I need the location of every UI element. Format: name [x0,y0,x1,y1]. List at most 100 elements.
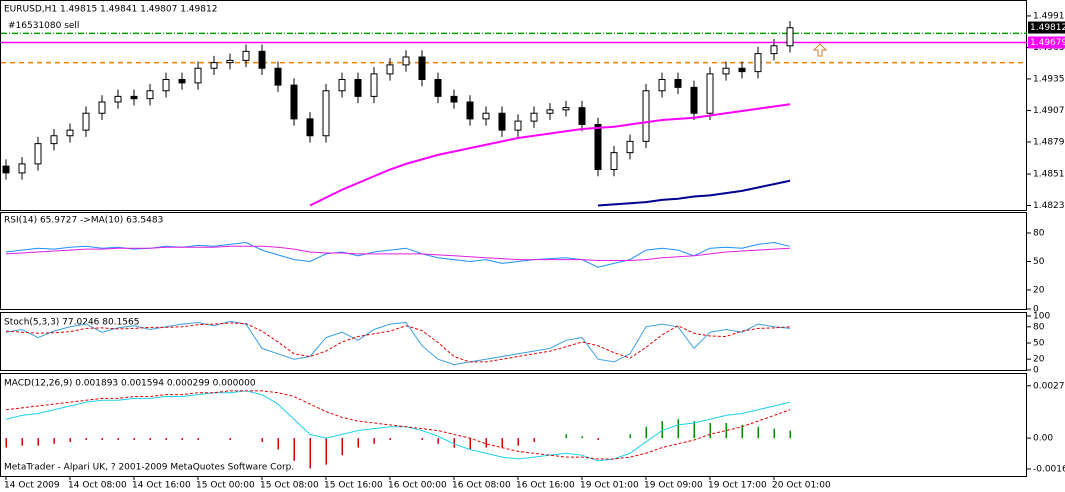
histogram-bar [677,419,679,439]
histogram-bar [133,438,135,441]
candle-body [466,101,474,120]
candle-body [290,84,298,120]
histogram-bar [277,438,279,450]
histogram-bar [37,438,39,446]
x-tick-label: 14 Oct 16:00 [132,481,191,491]
histogram-bar [661,421,663,439]
candle-body [50,135,58,145]
x-tick-label: 14 Oct 08:00 [68,481,127,491]
candle-body [2,165,10,174]
indicator-line [5,320,791,366]
histogram-bar [565,434,567,439]
histogram-bar [309,438,311,469]
main-panel [0,0,1027,211]
histogram-bar [165,438,167,441]
candle-body [418,56,426,80]
histogram-bar [69,438,71,442]
candle-body [722,67,730,75]
candle-body [114,95,122,103]
candle-body [98,101,106,114]
candle-body [66,129,74,137]
histogram-bar [53,438,55,444]
order-label: #16531080 sell [8,21,79,31]
y-tick-label: 0 [1033,366,1039,376]
candle-body [194,67,202,84]
x-tick-label: 20 Oct 01:00 [772,481,831,491]
candle-body [626,140,634,154]
histogram-bar [389,438,391,441]
candle-body [386,64,394,75]
y-tick-label: 20 [1033,355,1045,365]
histogram-bar [85,438,87,441]
y-tick-label: 50 [1033,257,1045,267]
histogram-bar [149,438,151,441]
y-tick-label: -0.00163 [1033,464,1065,474]
candle-body [786,27,794,47]
price-box-label: 1.49679 [1030,38,1065,48]
candle-body [226,59,234,64]
candle-body [322,90,330,137]
candle-body [354,79,362,97]
x-tick-label: 15 Oct 00:00 [196,481,255,491]
histogram-bar [629,434,631,439]
candle-body [178,79,186,84]
candle-body [674,79,682,88]
candle-body [274,67,282,86]
candle-body [738,67,746,73]
rsi-panel [0,212,1027,310]
histogram-bar [597,438,599,441]
histogram-bar [341,438,343,456]
panel-title: MACD(12,26,9) 0.001893 0.001594 0.000299… [4,379,256,389]
candle-body [370,73,378,97]
histogram-bar [197,438,199,441]
indicator-line [597,179,791,207]
candle-body [594,124,602,170]
candle-body [162,79,170,92]
histogram-bar [325,438,327,465]
histogram-bar [645,426,647,439]
candle-body [562,107,570,111]
y-tick-label: 50 [1033,339,1045,349]
panel-title: EURUSD,H1 1.49815 1.49841 1.49807 1.4981… [4,5,217,15]
histogram-bar [485,438,487,448]
candle-body [610,152,618,170]
y-tick-label: 80 [1033,322,1045,332]
candle-body [530,112,538,122]
y-tick-label: 1.48795 [1033,137,1065,147]
candle-body [306,118,314,137]
candle-body [402,56,410,66]
histogram-bar [789,430,791,439]
histogram-bar [581,436,583,439]
histogram-bar [421,438,423,441]
x-tick-label: 19 Oct 17:00 [708,481,767,491]
candle-body [706,73,714,114]
indicator-line [5,390,791,460]
y-tick-label: 1.48230 [1033,201,1065,211]
x-tick-label: 15 Oct 16:00 [324,481,383,491]
y-tick-label: 0 [1033,305,1039,315]
last-price-label: 1.49812 [1030,23,1065,33]
histogram-bar [501,438,503,448]
histogram-bar [373,438,375,444]
candle-body [130,95,138,100]
indicator-line [5,241,791,268]
candle-body [578,107,586,125]
y-tick-label: 0.002765 [1033,381,1065,391]
x-tick-label: 19 Oct 01:00 [580,481,639,491]
indicator-line [309,103,791,207]
candle-body [242,50,250,61]
candle-body [210,62,218,69]
histogram-bar [181,438,183,441]
macd-panel [0,373,1027,477]
candle-body [450,95,458,103]
candle-body [18,163,26,174]
histogram-bar [469,438,471,450]
candle-body [482,112,490,120]
candle-body [546,109,554,114]
histogram-bar [5,438,7,448]
histogram-bar [533,438,535,442]
y-tick-label: 80 [1033,229,1045,239]
